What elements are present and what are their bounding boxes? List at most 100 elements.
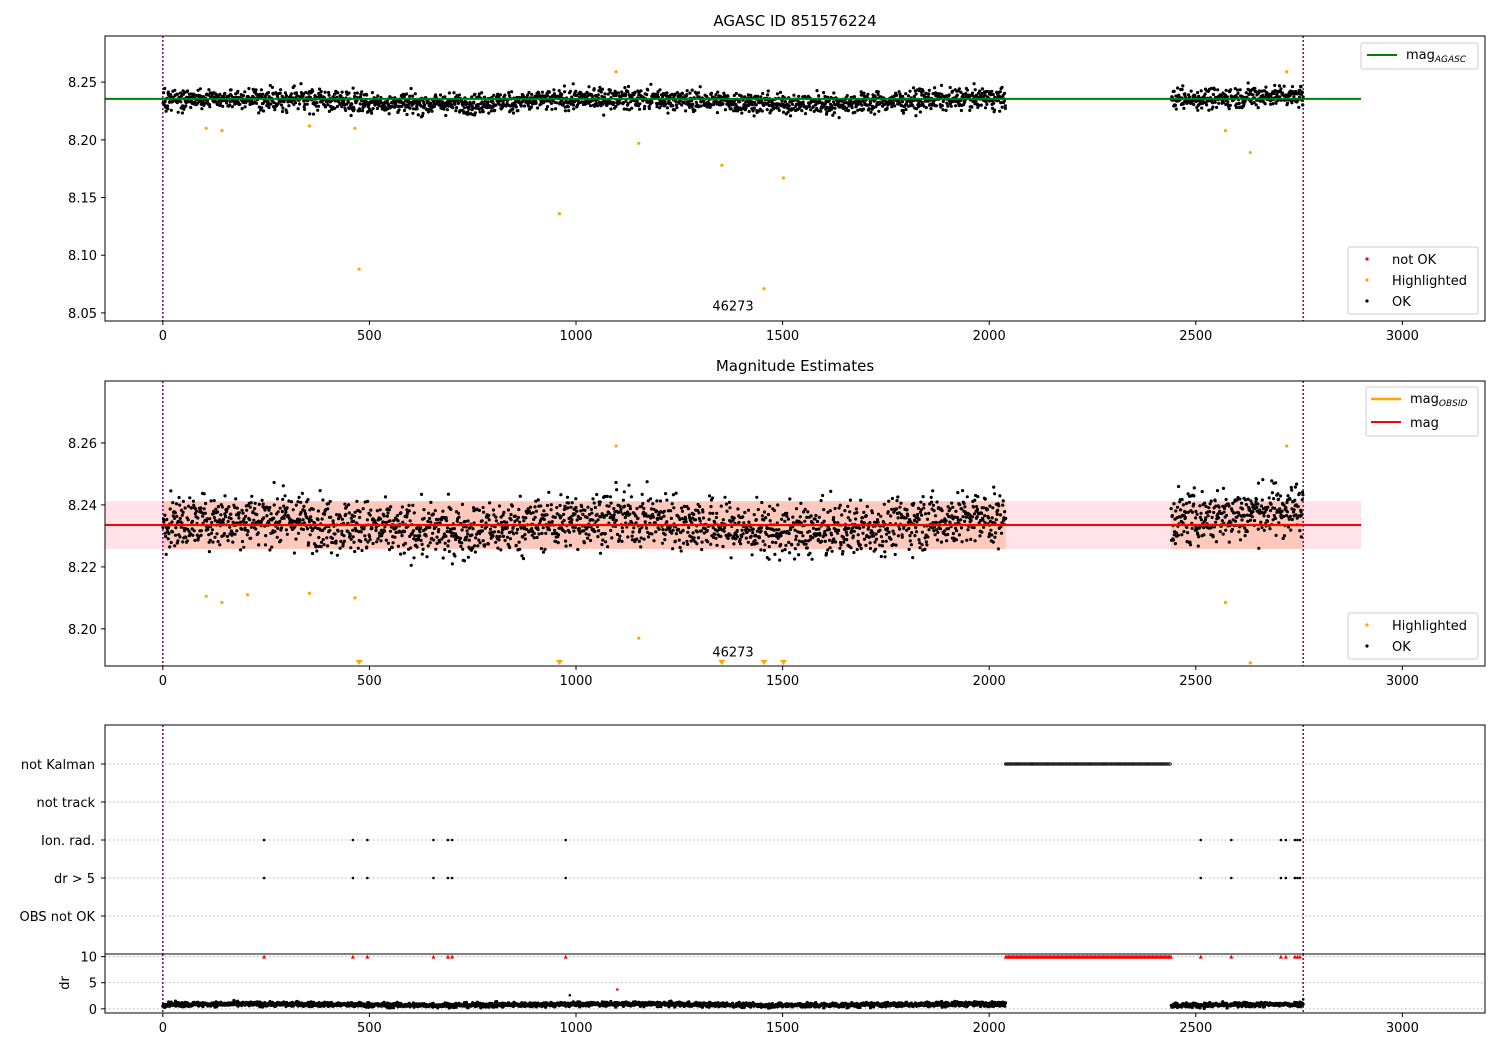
- ok-point: [452, 91, 456, 95]
- ok-point: [898, 527, 902, 531]
- ok-point: [885, 532, 889, 536]
- ok-point: [415, 545, 419, 549]
- ok-point: [359, 539, 363, 544]
- ok-point: [1195, 512, 1199, 516]
- ok-point: [1259, 504, 1263, 508]
- ok-point: [890, 507, 894, 511]
- ok-point: [836, 531, 840, 535]
- ok-point: [933, 533, 937, 537]
- ok-point: [639, 545, 643, 549]
- ok-point: [983, 92, 987, 96]
- ok-point: [1227, 540, 1231, 544]
- ok-point: [627, 108, 632, 112]
- ok-point: [231, 540, 235, 544]
- ok-point: [491, 101, 495, 105]
- ok-point: [351, 535, 355, 539]
- ok-point: [1280, 509, 1284, 513]
- ok-point: [992, 485, 996, 489]
- ok-point: [620, 539, 624, 544]
- ok-point: [540, 531, 544, 536]
- ok-point: [916, 512, 920, 517]
- ok-point: [958, 503, 962, 507]
- ok-point: [1301, 103, 1305, 107]
- ok-point: [164, 534, 168, 539]
- ok-point: [600, 87, 605, 91]
- ok-point: [556, 541, 560, 545]
- ok-point: [513, 514, 517, 518]
- ok-point: [880, 544, 885, 548]
- ok-point: [757, 536, 762, 540]
- ok-point: [1245, 513, 1249, 517]
- ok-point: [767, 557, 771, 561]
- ok-point: [593, 529, 597, 534]
- ok-point: [891, 529, 895, 533]
- ok-point: [779, 534, 783, 538]
- ok-point: [792, 93, 796, 97]
- y-tick-label: 8.20: [68, 134, 97, 149]
- ok-point: [293, 101, 298, 105]
- ok-point: [911, 556, 915, 560]
- ok-point: [823, 539, 827, 544]
- ok-point: [184, 535, 188, 540]
- ok-point: [642, 506, 646, 511]
- ok-point: [674, 491, 678, 495]
- ok-point: [1287, 517, 1291, 521]
- ok-point: [740, 535, 744, 539]
- ok-point: [762, 510, 767, 514]
- ok-point: [883, 550, 887, 554]
- ok-point: [333, 532, 337, 536]
- ok-point: [816, 538, 821, 542]
- ok-point: [1213, 499, 1217, 503]
- ok-point: [304, 90, 308, 95]
- ok-point: [807, 529, 812, 533]
- ok-point: [189, 105, 193, 110]
- ok-point: [953, 515, 957, 519]
- ok-point: [951, 505, 955, 509]
- ok-point: [698, 519, 702, 523]
- ok-point: [900, 535, 904, 539]
- ok-point: [505, 535, 510, 539]
- ok-point: [1227, 107, 1231, 111]
- ok-point: [575, 509, 579, 513]
- ok-point: [809, 514, 813, 518]
- ok-point: [927, 92, 931, 96]
- ok-point: [848, 518, 852, 522]
- ok-point: [402, 102, 406, 106]
- ok-point: [1224, 497, 1228, 502]
- ok-point: [1262, 514, 1266, 518]
- ok-point: [970, 515, 975, 519]
- ok-point: [599, 90, 603, 94]
- ok-point: [375, 509, 379, 513]
- ok-point: [609, 107, 613, 111]
- ok-point: [542, 509, 546, 513]
- legend-label-not-ok: not OK: [1392, 253, 1437, 268]
- ok-point: [521, 557, 526, 561]
- ok-point: [543, 547, 547, 552]
- ok-point: [1184, 501, 1189, 506]
- ok-point: [544, 531, 548, 536]
- ok-point: [625, 107, 629, 111]
- ok-point: [832, 111, 837, 115]
- ok-point: [282, 516, 286, 520]
- ok-point: [950, 501, 954, 505]
- ok-point: [874, 537, 879, 541]
- ok-point: [500, 531, 504, 535]
- ok-point: [461, 103, 465, 107]
- ok-point: [352, 519, 356, 523]
- ok-point: [292, 551, 296, 555]
- ok-point: [1176, 86, 1180, 90]
- ok-point: [1285, 510, 1289, 514]
- ok-point: [369, 508, 373, 512]
- highlighted-point: [557, 212, 562, 216]
- ok-point: [1264, 85, 1268, 89]
- ok-point: [1197, 535, 1201, 539]
- ok-point: [871, 531, 875, 535]
- ok-point: [632, 526, 636, 530]
- ok-point: [744, 536, 748, 540]
- ok-point: [284, 528, 288, 532]
- ok-point: [914, 530, 919, 534]
- ok-point: [760, 100, 764, 104]
- ok-point: [836, 528, 841, 533]
- ok-point: [587, 85, 591, 89]
- ok-point: [660, 541, 665, 545]
